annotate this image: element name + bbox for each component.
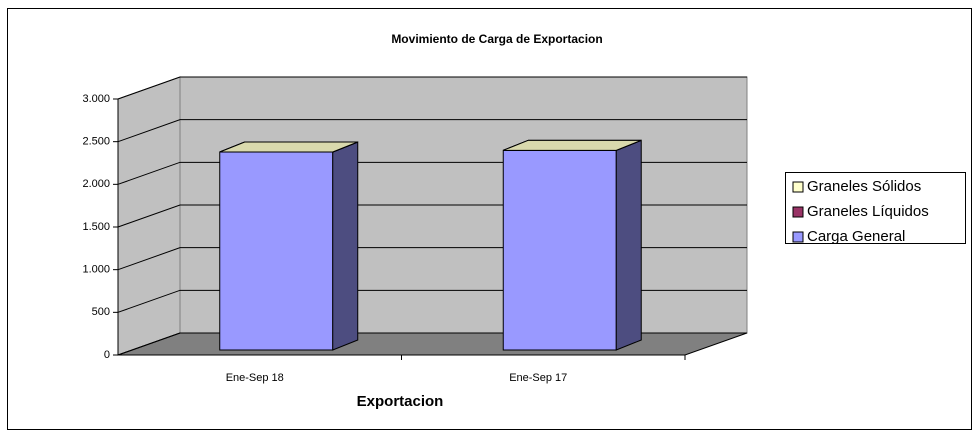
grid-line [117, 76, 747, 100]
bar-front [219, 151, 334, 351]
x-axis-title: Exportacion [357, 393, 444, 410]
bar-front [502, 149, 617, 351]
legend-swatch [792, 181, 804, 193]
x-tick-label: Ene-Sep 18 [226, 372, 284, 384]
bar-segment [219, 141, 358, 153]
grid-line [117, 119, 747, 143]
legend-label: Carga General [807, 228, 905, 245]
y-tick-label: 0 [104, 349, 110, 361]
y-tick-label: 1.500 [82, 221, 110, 233]
chart-title: Movimiento de Carga de Exportacion [391, 32, 602, 46]
y-tick-label: 2.000 [82, 178, 110, 190]
legend-swatch [792, 206, 804, 218]
legend-label: Graneles Líquidos [807, 203, 929, 220]
y-tick-label: 500 [92, 306, 110, 318]
y-tick-label: 1.000 [82, 264, 110, 276]
bar-segment [219, 141, 359, 351]
legend-swatch [792, 231, 804, 243]
x-tick-label: Ene-Sep 17 [509, 372, 567, 384]
legend-label: Graneles Sólidos [807, 178, 921, 195]
bar-top [219, 141, 358, 153]
floor [117, 332, 748, 356]
legend-box [785, 172, 966, 244]
y-tick-label: 2.500 [82, 136, 110, 148]
bar-segment [502, 139, 642, 351]
bar-side [332, 141, 359, 351]
bar-top [503, 139, 642, 151]
bar-segment [503, 139, 642, 151]
y-tick-label: 3.000 [82, 93, 110, 105]
bar-side [615, 139, 642, 351]
